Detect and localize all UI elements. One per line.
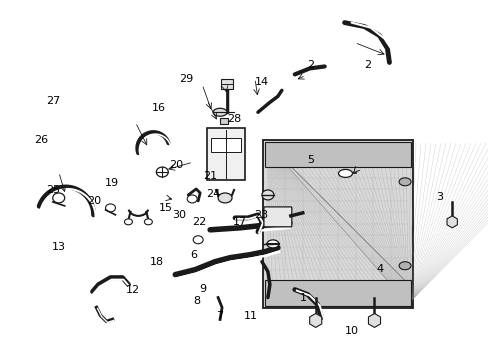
Text: 2: 2 [306,59,314,69]
Text: 2: 2 [363,59,370,69]
Text: 29: 29 [179,74,193,84]
Text: 6: 6 [189,250,197,260]
Ellipse shape [156,167,168,177]
Ellipse shape [338,170,352,177]
Bar [211,138,241,152]
Ellipse shape [266,240,278,248]
Text: 27: 27 [46,96,61,106]
Text: 13: 13 [51,242,65,252]
Text: 21: 21 [203,171,217,181]
Ellipse shape [144,219,152,225]
Text: 7: 7 [215,311,222,320]
Text: 23: 23 [254,210,268,220]
Text: 12: 12 [125,285,139,296]
Text: 19: 19 [105,178,119,188]
Ellipse shape [213,108,226,116]
Text: 10: 10 [344,325,358,336]
Text: 20: 20 [87,196,102,206]
Bar [263,140,412,308]
Text: 11: 11 [243,311,257,320]
Text: 25: 25 [46,185,61,195]
Ellipse shape [218,193,232,203]
Bar [264,280,410,306]
Ellipse shape [124,219,132,225]
Bar [264,142,410,167]
Text: 9: 9 [199,284,206,294]
Ellipse shape [398,178,410,186]
Ellipse shape [262,190,273,200]
Bar [207,128,244,180]
Text: 14: 14 [254,77,268,87]
Ellipse shape [193,236,203,244]
Text: 1: 1 [299,293,306,303]
Text: 3: 3 [435,192,442,202]
Text: 26: 26 [34,135,48,145]
Bar [220,118,227,124]
Text: 15: 15 [158,203,172,213]
Text: 16: 16 [152,103,166,113]
Text: 30: 30 [171,210,185,220]
Text: 18: 18 [149,257,163,267]
Text: 22: 22 [192,217,206,227]
Ellipse shape [53,193,64,203]
FancyBboxPatch shape [264,207,291,227]
Text: 5: 5 [306,155,313,165]
Text: 17: 17 [232,217,246,227]
Text: 4: 4 [376,264,383,274]
Ellipse shape [398,262,410,270]
Bar [221,80,233,89]
Text: 28: 28 [226,114,241,124]
Ellipse shape [105,204,115,212]
Ellipse shape [187,195,197,203]
Text: 24: 24 [205,189,220,199]
Text: 20: 20 [169,160,183,170]
Text: 8: 8 [193,296,200,306]
